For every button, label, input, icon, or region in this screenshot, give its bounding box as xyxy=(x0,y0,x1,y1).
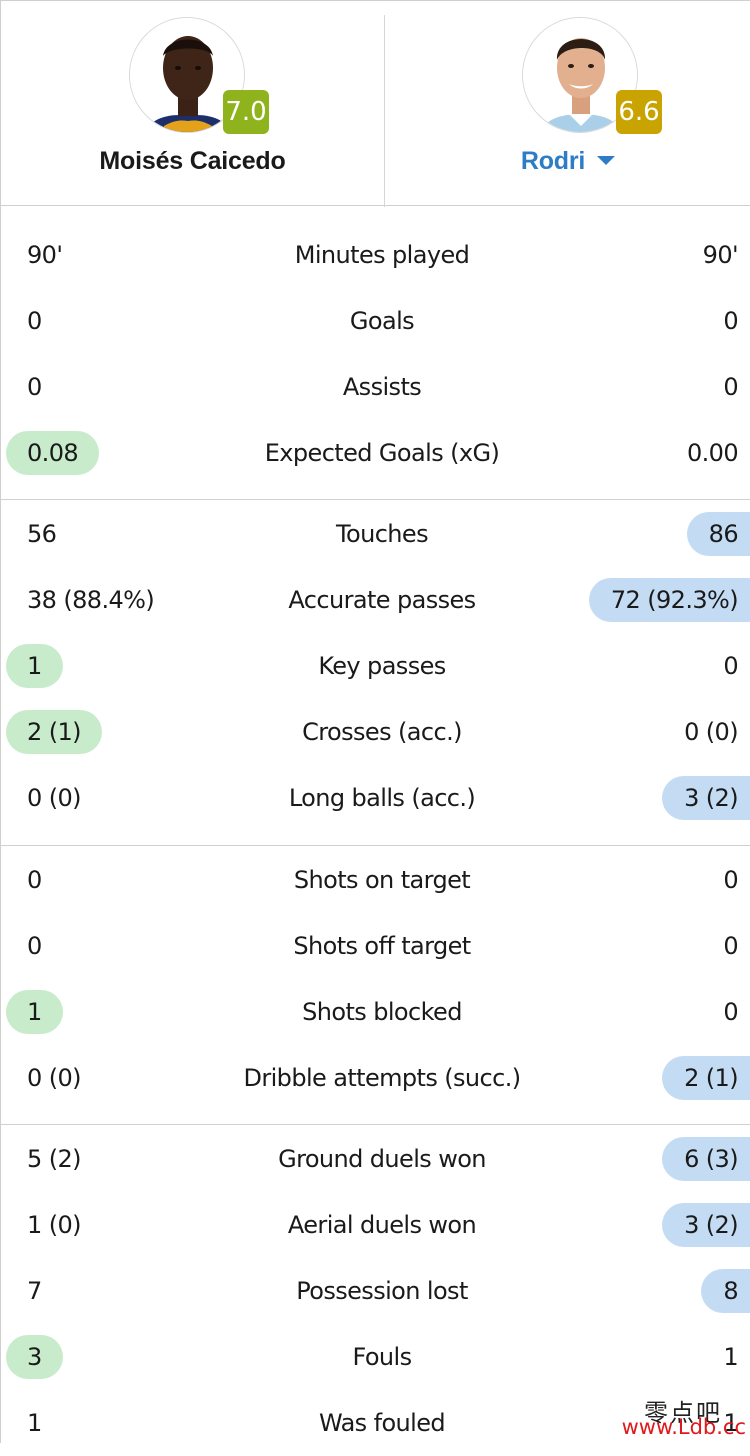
stat-label: Aerial duels won xyxy=(287,1211,477,1239)
player-left[interactable]: 7.0 Moisés Caicedo xyxy=(1,1,384,207)
stat-value-left: 56 xyxy=(27,520,57,548)
player-rating-badge-right: 6.6 xyxy=(616,90,662,134)
stat-label: Accurate passes xyxy=(288,586,476,614)
stat-value-right: 0 xyxy=(723,652,738,680)
stat-label: Was fouled xyxy=(318,1409,446,1437)
stat-value-left: 0 (0) xyxy=(27,784,82,812)
stat-value-right: 3 (2) xyxy=(662,1203,750,1247)
stat-label: Assists xyxy=(342,373,422,401)
stat-value-right: 72 (92.3%) xyxy=(588,578,750,622)
stat-value-left: 3 xyxy=(6,1335,63,1379)
stat-value-right: 0 xyxy=(723,932,738,960)
header-divider xyxy=(384,15,385,207)
stat-value-left: 2 (1) xyxy=(6,710,102,754)
stat-row: 1 (0) Aerial duels won 3 (2) xyxy=(0,1192,750,1258)
stat-row: 0 Goals 0 xyxy=(0,288,750,354)
stat-value-right: 8 xyxy=(701,1269,750,1313)
stat-row: 0 Shots on target 0 xyxy=(0,847,750,913)
stat-label: Possession lost xyxy=(296,1277,468,1305)
stat-row: 7 Possession lost 8 xyxy=(0,1258,750,1324)
stat-value-right: 0 xyxy=(723,998,738,1026)
stat-value-right: 3 (2) xyxy=(662,776,750,820)
stat-row: 0 (0) Long balls (acc.) 3 (2) xyxy=(0,765,750,831)
section-divider xyxy=(0,1124,750,1125)
stat-label: Expected Goals (xG) xyxy=(264,439,500,467)
stat-label: Dribble attempts (succ.) xyxy=(243,1064,521,1092)
stat-value-right: 0 xyxy=(723,307,738,335)
stat-value-left: 1 (0) xyxy=(27,1211,82,1239)
stat-label: Shots on target xyxy=(293,866,471,894)
stat-value-left: 0 (0) xyxy=(27,1064,82,1092)
stat-value-right: 0 xyxy=(723,373,738,401)
stat-value-left: 0 xyxy=(27,932,42,960)
stat-row: 0.08 Expected Goals (xG) 0.00 xyxy=(0,420,750,486)
stat-row: 56 Touches 86 xyxy=(0,501,750,567)
stat-row: 0 (0) Dribble attempts (succ.) 2 (1) xyxy=(0,1045,750,1111)
watermark-url: www.Ldb.cc xyxy=(621,1415,746,1439)
stat-value-right: 2 (1) xyxy=(662,1056,750,1100)
stat-value-right: 90' xyxy=(702,241,739,269)
stat-value-right: 0 (0) xyxy=(684,718,739,746)
stat-value-left: 7 xyxy=(27,1277,42,1305)
stat-label: Crosses (acc.) xyxy=(302,718,462,746)
stat-value-left: 1 xyxy=(6,990,63,1034)
stat-value-right: 1 xyxy=(723,1409,738,1437)
caret-down-icon[interactable] xyxy=(597,155,616,165)
stat-value-left: 0.08 xyxy=(6,431,100,475)
stat-label: Touches xyxy=(336,520,429,548)
stat-label: Fouls xyxy=(352,1343,412,1371)
stat-row: 5 (2) Ground duels won 6 (3) xyxy=(0,1126,750,1192)
player-right[interactable]: 6.6 Rodri xyxy=(385,1,750,207)
section-divider xyxy=(0,499,750,500)
stat-value-right: 0.00 xyxy=(686,439,739,467)
stat-label: Ground duels won xyxy=(278,1145,486,1173)
stat-label: Shots blocked xyxy=(302,998,462,1026)
stat-value-left: 1 xyxy=(27,1409,42,1437)
stat-label: Minutes played xyxy=(294,241,470,269)
stat-label: Long balls (acc.) xyxy=(288,784,476,812)
watermark-cn: 零点吧 xyxy=(644,1399,722,1427)
stat-label: Shots off target xyxy=(293,932,471,960)
stat-row: 0 Shots off target 0 xyxy=(0,913,750,979)
stat-row: 2 (1) Crosses (acc.) 0 (0) xyxy=(0,699,750,765)
player-comparison-header: 7.0 Moisés Caicedo 6.6 Rodri xyxy=(0,0,750,207)
player-selector-right[interactable]: Rodri xyxy=(385,147,750,176)
player-rating-badge-left: 7.0 xyxy=(223,90,269,134)
stat-row: 1 Shots blocked 0 xyxy=(0,979,750,1045)
watermark: 零点吧 www.Ldb.cc xyxy=(622,1391,750,1443)
stat-row: 1 Key passes 0 xyxy=(0,633,750,699)
stat-value-left: 90' xyxy=(27,241,63,269)
stat-value-left: 5 (2) xyxy=(27,1145,82,1173)
player-name-left[interactable]: Moisés Caicedo xyxy=(99,147,286,175)
stat-value-left: 0 xyxy=(27,866,42,894)
stat-value-right: 1 xyxy=(723,1343,738,1371)
stat-label: Key passes xyxy=(318,652,446,680)
player-photo-left xyxy=(129,17,245,133)
stat-value-left: 38 (88.4%) xyxy=(27,586,155,614)
stat-value-right: 0 xyxy=(723,866,738,894)
stat-row: 3 Fouls 1 xyxy=(0,1324,750,1390)
stat-row: 90' Minutes played 90' xyxy=(0,222,750,288)
stat-value-right: 86 xyxy=(686,512,750,556)
stat-label: Goals xyxy=(349,307,415,335)
stat-row: 0 Assists 0 xyxy=(0,354,750,420)
left-border xyxy=(0,206,1,1443)
stat-value-left: 0 xyxy=(27,307,42,335)
stat-value-right: 6 (3) xyxy=(662,1137,750,1181)
stat-value-left: 1 xyxy=(6,644,63,688)
stat-row: 1 Was fouled 1 xyxy=(0,1390,750,1456)
stat-value-left: 0 xyxy=(27,373,42,401)
player-name-right[interactable]: Rodri xyxy=(520,147,586,175)
section-divider xyxy=(0,845,750,846)
stat-row: 38 (88.4%) Accurate passes 72 (92.3%) xyxy=(0,567,750,633)
